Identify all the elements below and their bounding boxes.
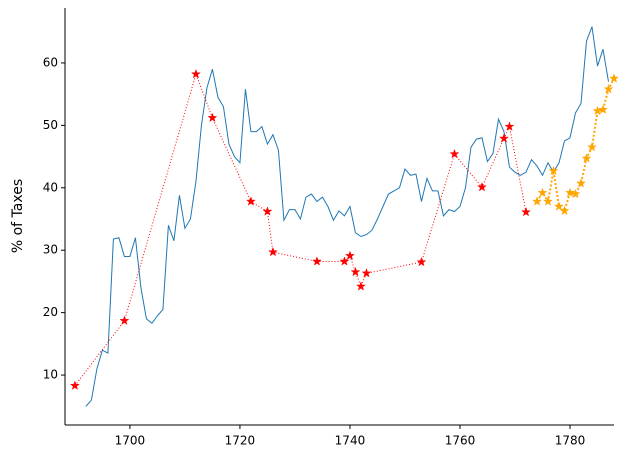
star-marker bbox=[311, 256, 322, 266]
y-tick-label: 40 bbox=[43, 180, 58, 194]
star-marker bbox=[537, 187, 548, 198]
x-tick-label: 1740 bbox=[335, 434, 366, 448]
star-marker bbox=[570, 188, 581, 199]
series-line bbox=[74, 72, 527, 386]
y-tick-label: 50 bbox=[43, 118, 58, 132]
star-marker bbox=[559, 205, 570, 216]
y-axis-label: % of Taxes bbox=[10, 179, 26, 253]
star-marker bbox=[355, 281, 366, 291]
y-tick-label: 60 bbox=[43, 55, 58, 69]
star-marker bbox=[603, 83, 614, 94]
star-marker bbox=[207, 112, 218, 123]
star-marker bbox=[350, 266, 361, 277]
star-marker bbox=[245, 196, 256, 206]
star-marker bbox=[597, 104, 609, 115]
x-tick-label: 1780 bbox=[555, 434, 586, 448]
star-marker bbox=[119, 315, 130, 326]
star-marker bbox=[361, 268, 372, 278]
star-marker bbox=[69, 380, 80, 390]
y-tick-label: 30 bbox=[43, 243, 58, 257]
star-marker bbox=[262, 206, 273, 216]
x-tick-label: 1760 bbox=[445, 434, 476, 448]
series-line bbox=[85, 26, 609, 407]
star-marker bbox=[608, 73, 620, 83]
x-tick-label: 1720 bbox=[225, 434, 256, 448]
star-marker bbox=[416, 256, 427, 267]
star-marker bbox=[564, 187, 575, 198]
x-tick-label: 1700 bbox=[115, 434, 146, 448]
star-marker bbox=[339, 256, 350, 266]
star-marker bbox=[449, 148, 460, 159]
star-marker bbox=[575, 178, 586, 188]
star-marker bbox=[581, 153, 592, 163]
star-marker bbox=[586, 141, 598, 152]
star-marker bbox=[548, 165, 559, 176]
star-marker bbox=[476, 181, 487, 192]
y-tick-label: 10 bbox=[43, 368, 58, 382]
star-marker bbox=[267, 246, 278, 257]
y-tick-label: 20 bbox=[43, 305, 58, 319]
star-marker bbox=[498, 133, 509, 143]
star-marker bbox=[520, 206, 531, 217]
star-marker bbox=[504, 121, 515, 131]
star-marker bbox=[553, 201, 564, 211]
star-marker bbox=[542, 196, 553, 206]
star-marker bbox=[531, 196, 542, 206]
plot-area bbox=[74, 26, 614, 407]
star-marker bbox=[190, 68, 201, 79]
star-marker bbox=[344, 250, 355, 261]
